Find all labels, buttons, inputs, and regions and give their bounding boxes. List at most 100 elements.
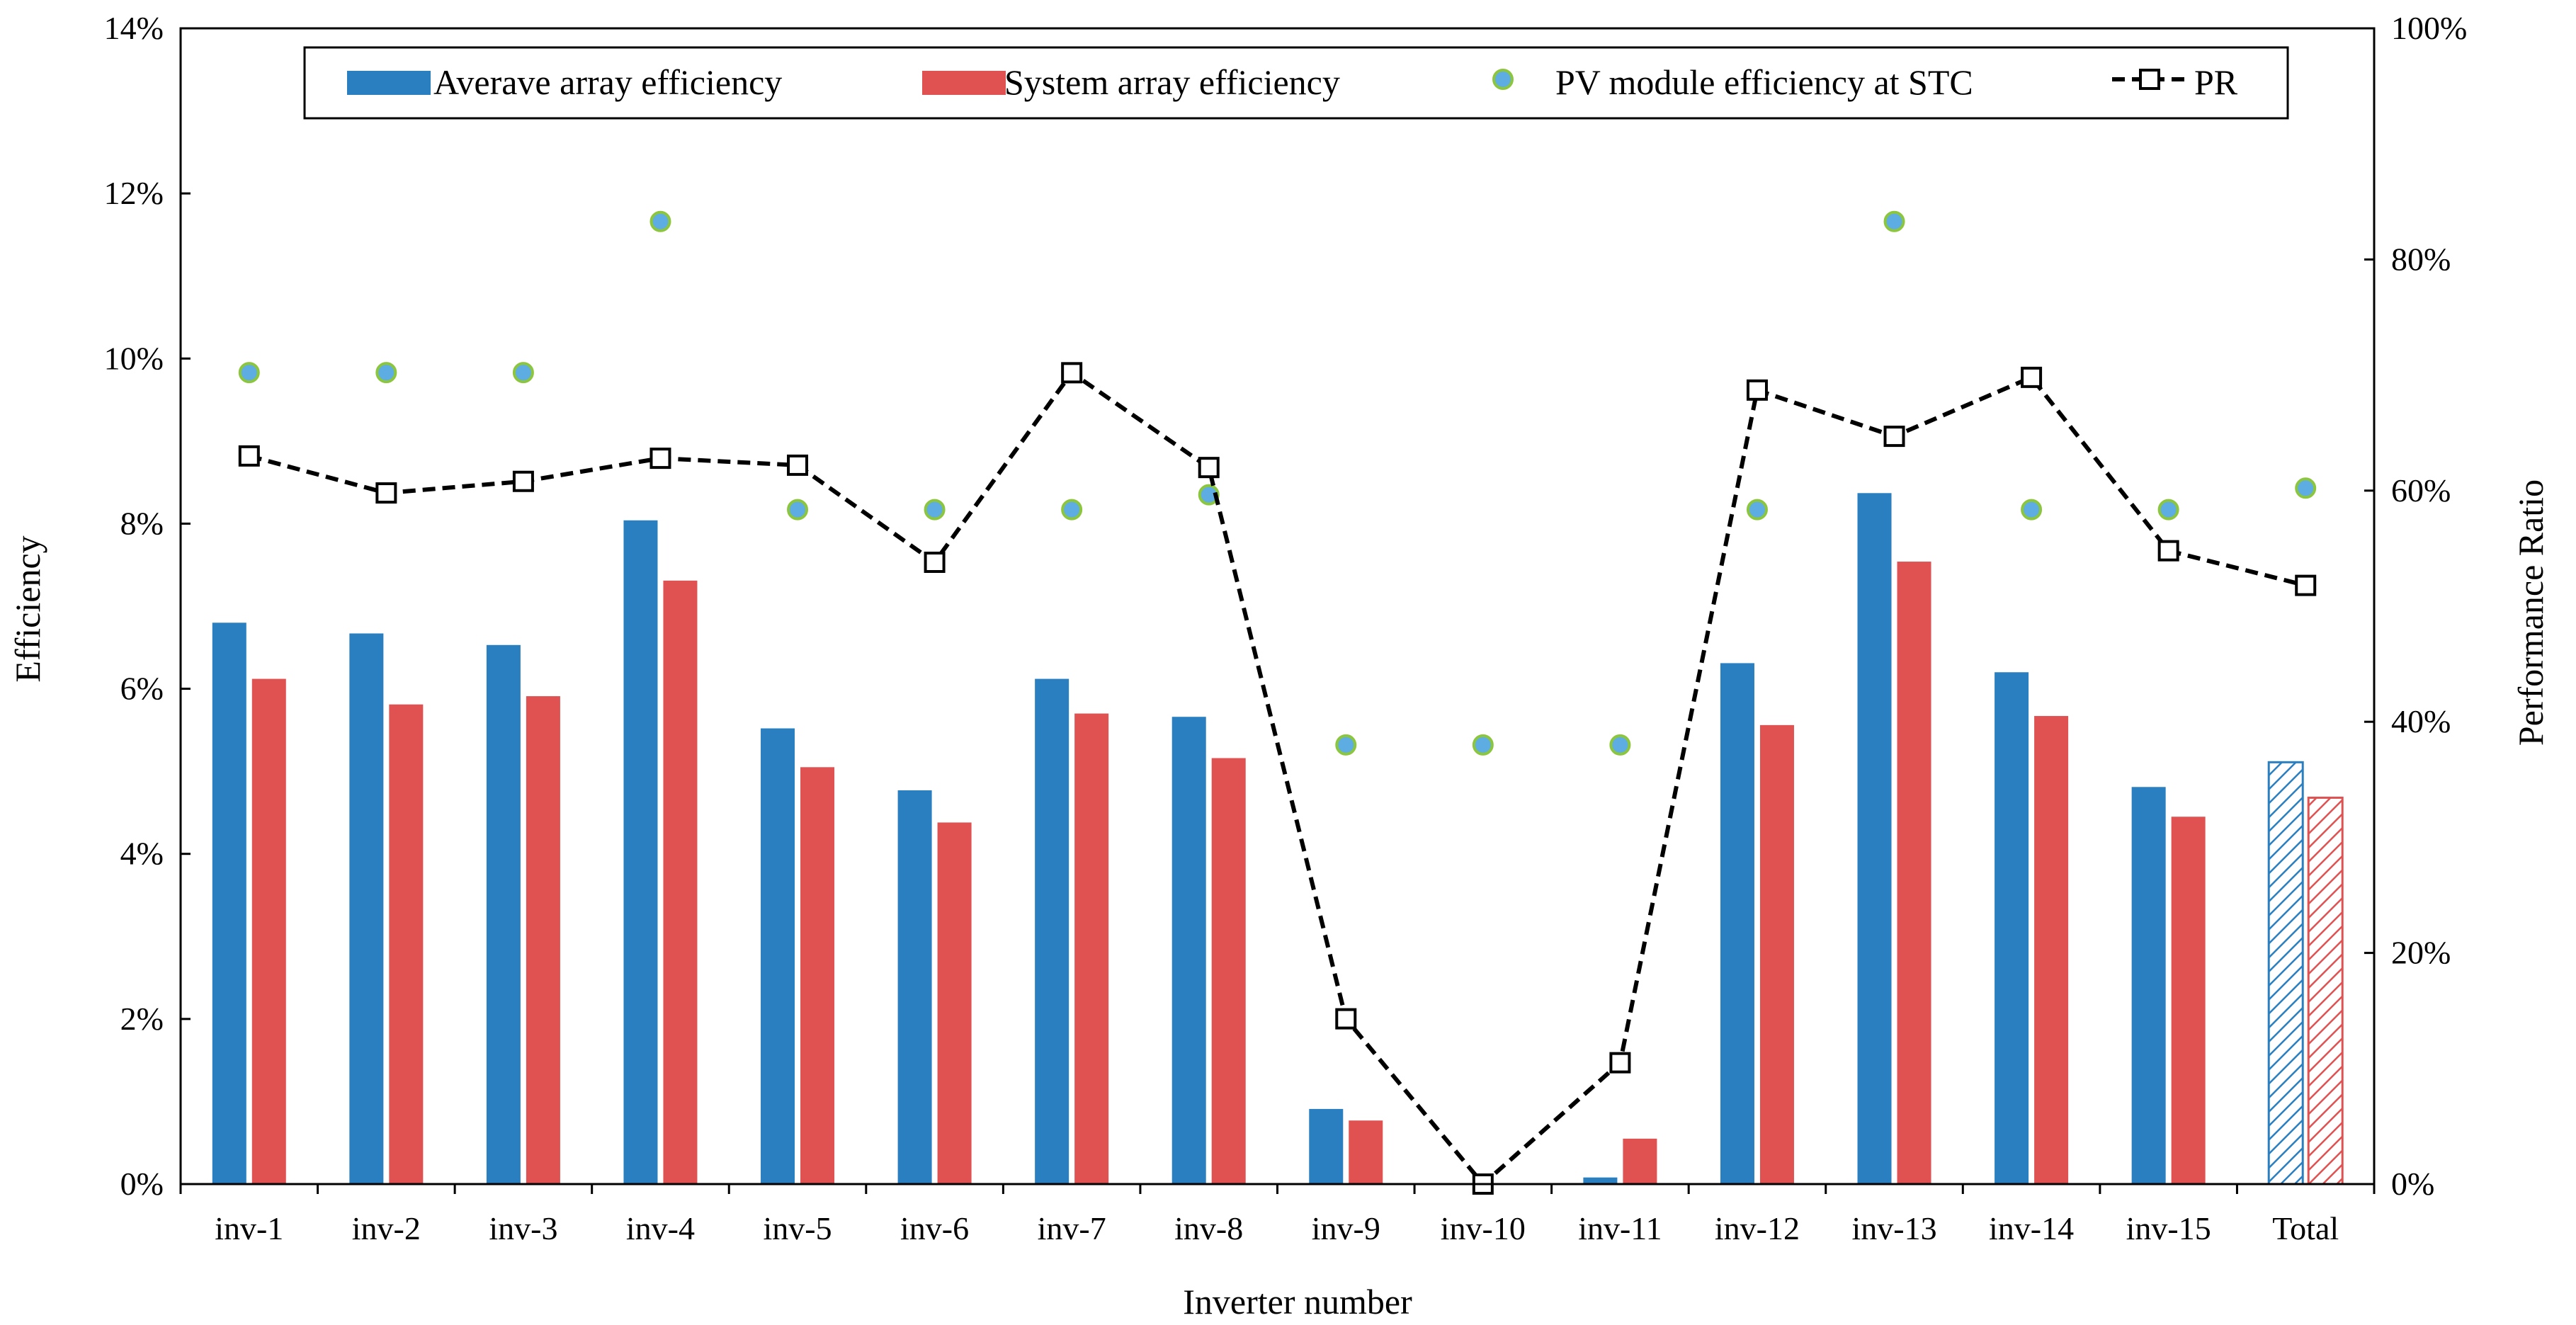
- point-pv-module-efficiency-inv-3: [512, 362, 534, 384]
- pr-marker-inv-12: [1746, 379, 1768, 401]
- y-axis-title: Efficiency: [8, 535, 47, 682]
- point-pv-module-efficiency-inv-9: [1335, 734, 1357, 756]
- pr-marker-inv-6: [924, 551, 946, 573]
- legend-label-pv-module-efficiency: PV module efficiency at STC: [1555, 62, 1973, 102]
- bar-system-array-efficiency-inv-13: [1897, 562, 1931, 1184]
- pr-marker-inv-2: [375, 482, 397, 504]
- bar-system-array-efficiency-inv-15: [2171, 817, 2206, 1184]
- x-tick-label: inv-7: [1038, 1210, 1106, 1246]
- pr-marker-inv-1: [238, 445, 260, 467]
- x-axis-title: Inverter number: [1183, 1282, 1412, 1321]
- legend-label-pr: PR: [2194, 62, 2238, 102]
- bar-system-array-efficiency-inv-9: [1349, 1120, 1383, 1184]
- point-pv-module-efficiency-inv-4: [649, 210, 671, 232]
- bar-averave-array-efficiency-total: [2267, 761, 2304, 1185]
- bar-averave-array-efficiency-inv-15: [2131, 787, 2166, 1184]
- bar-system-array-efficiency-inv-14: [2034, 716, 2069, 1184]
- bar-averave-array-efficiency-inv-14: [1995, 672, 2029, 1184]
- x-tick-label: inv-13: [1851, 1210, 1936, 1246]
- left-tick-label: 6%: [120, 671, 164, 707]
- point-pv-module-efficiency-inv-14: [2021, 499, 2043, 521]
- x-tick-label: inv-14: [1989, 1210, 2074, 1246]
- left-tick-label: 0%: [120, 1166, 164, 1202]
- bar-system-array-efficiency-inv-1: [251, 678, 286, 1184]
- point-pv-module-efficiency-inv-12: [1746, 499, 1768, 521]
- x-tick-label: inv-4: [626, 1210, 695, 1246]
- pr-line-marks: [238, 362, 2317, 1195]
- bar-system-array-efficiency-inv-12: [1759, 724, 1794, 1184]
- point-pv-module-efficiency-inv-7: [1061, 499, 1083, 521]
- point-pv-module-efficiency-inv-1: [238, 362, 260, 384]
- pr-marker-inv-7: [1061, 362, 1083, 384]
- point-pv-module-efficiency-inv-15: [2157, 499, 2179, 521]
- bar-averave-array-efficiency-inv-4: [623, 520, 658, 1184]
- left-tick-label: 10%: [104, 340, 164, 376]
- left-tick-label: 12%: [104, 175, 164, 211]
- bar-system-array-efficiency-inv-6: [937, 822, 972, 1184]
- pr-marker-inv-11: [1609, 1052, 1631, 1074]
- bar-system-array-efficiency-total: [2307, 796, 2344, 1185]
- x-tick-label: inv-8: [1174, 1210, 1243, 1246]
- legend-swatch-average-array-efficiency: [347, 71, 431, 95]
- legend-marker-pr: [2139, 69, 2160, 90]
- point-pv-module-efficiency-inv-6: [924, 499, 946, 521]
- bar-averave-array-efficiency-inv-7: [1035, 678, 1069, 1184]
- pr-marker-total: [2295, 574, 2317, 596]
- y2-axis-title: Performance Ratio: [2511, 479, 2551, 746]
- right-axis: 0% 20% 40% 60% 80% 100%: [2364, 10, 2467, 1202]
- right-tick-label: 80%: [2391, 241, 2451, 277]
- x-tick-label: inv-11: [1578, 1210, 1662, 1246]
- bar-averave-array-efficiency-inv-6: [897, 790, 932, 1184]
- point-pv-module-efficiency-inv-2: [375, 362, 397, 384]
- legend-label-average-array-efficiency: Averave array efficiency: [433, 62, 782, 102]
- bar-averave-array-efficiency-inv-5: [761, 728, 795, 1184]
- pr-marker-inv-15: [2157, 540, 2179, 562]
- bar-system-array-efficiency-inv-8: [1211, 758, 1246, 1184]
- bar-averave-array-efficiency-inv-11: [1583, 1177, 1618, 1184]
- x-tick-label: inv-6: [900, 1210, 969, 1246]
- x-tick-label: inv-10: [1441, 1210, 1526, 1246]
- right-tick-label: 60%: [2391, 472, 2451, 508]
- bar-marks: [212, 493, 2344, 1185]
- point-pv-module-efficiency-inv-8: [1198, 484, 1220, 506]
- pr-marker-inv-13: [1883, 426, 1905, 448]
- pr-marker-inv-3: [512, 470, 534, 492]
- bar-system-array-efficiency-inv-3: [526, 696, 560, 1184]
- left-tick-label: 14%: [104, 10, 164, 46]
- left-axis: 0% 2% 4% 6% 8% 10% 12% 14%: [104, 10, 191, 1202]
- x-tick-label: Total: [2272, 1210, 2339, 1246]
- legend-swatch-system-array-efficiency: [922, 71, 1006, 95]
- right-tick-label: 20%: [2391, 935, 2451, 971]
- point-pv-module-efficiency-inv-5: [787, 499, 809, 521]
- x-tick-label: inv-1: [215, 1210, 283, 1246]
- x-tick-label: inv-3: [489, 1210, 557, 1246]
- left-tick-label: 2%: [120, 1001, 164, 1037]
- bar-averave-array-efficiency-inv-3: [486, 644, 521, 1184]
- right-tick-label: 0%: [2391, 1166, 2434, 1202]
- legend-marker-pv-module-efficiency: [1492, 69, 1514, 90]
- bar-averave-array-efficiency-inv-9: [1309, 1108, 1344, 1184]
- bar-system-array-efficiency-inv-7: [1074, 713, 1109, 1184]
- x-tick-label: inv-15: [2126, 1210, 2211, 1246]
- pr-line: [248, 370, 2306, 1188]
- legend: Averave array efficiency System array ef…: [303, 46, 2289, 120]
- left-tick-label: 4%: [120, 836, 164, 872]
- point-pv-module-efficiency-inv-13: [1883, 210, 1905, 232]
- bar-averave-array-efficiency-inv-1: [212, 622, 246, 1184]
- left-tick-label: 8%: [120, 505, 164, 541]
- x-axis: inv-1 inv-2 inv-3 inv-4 inv-5 inv-6 inv-7 inv-8…: [179, 1184, 2376, 1246]
- point-pv-module-efficiency-total: [2295, 477, 2317, 499]
- bar-system-array-efficiency-inv-5: [800, 767, 835, 1184]
- pr-marker-inv-8: [1198, 457, 1220, 479]
- bar-system-array-efficiency-inv-2: [389, 704, 424, 1184]
- bar-averave-array-efficiency-inv-2: [349, 633, 384, 1184]
- point-pv-module-efficiency-inv-10: [1472, 734, 1494, 756]
- bar-averave-array-efficiency-inv-13: [1857, 493, 1892, 1184]
- pr-marker-inv-5: [787, 454, 809, 476]
- bar-system-array-efficiency-inv-11: [1623, 1138, 1657, 1184]
- pr-marker-inv-4: [649, 448, 671, 470]
- bar-averave-array-efficiency-inv-8: [1171, 717, 1206, 1184]
- scatter-marks: [238, 210, 2317, 756]
- bar-averave-array-efficiency-inv-12: [1720, 663, 1754, 1184]
